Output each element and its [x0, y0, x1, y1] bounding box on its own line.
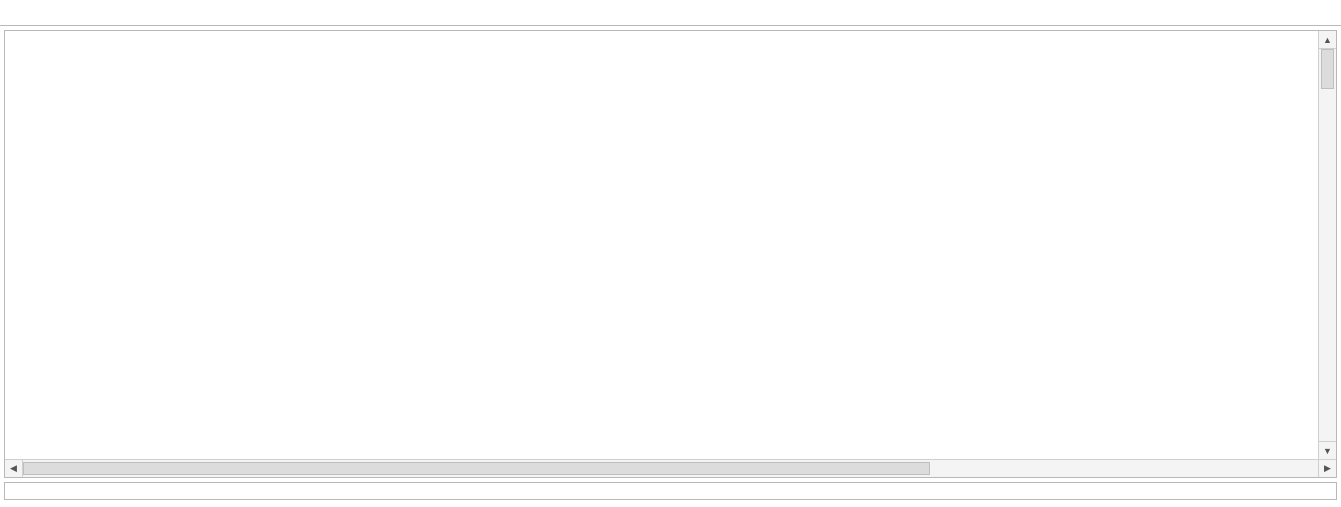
vscroll-track[interactable]: [1319, 49, 1336, 441]
chevron-right-icon: ▶: [1324, 463, 1331, 474]
scroll-down-button[interactable]: ▼: [1319, 441, 1336, 459]
horizontal-scrollbar[interactable]: ◀ ▶: [5, 459, 1336, 477]
vertical-scrollbar[interactable]: ▲ ▼: [1318, 31, 1336, 459]
scroll-left-button[interactable]: ◀: [5, 460, 23, 477]
grid-scroll-area: [5, 31, 1336, 461]
chevron-up-icon: ▲: [1323, 35, 1332, 45]
chevron-left-icon: ◀: [10, 463, 17, 474]
vscroll-thumb[interactable]: [1321, 49, 1334, 89]
bottom-tabstrip: [4, 482, 1337, 500]
chevron-down-icon: ▼: [1323, 446, 1332, 456]
hscroll-thumb[interactable]: [23, 462, 930, 475]
hscroll-track[interactable]: [23, 460, 1318, 477]
scroll-up-button[interactable]: ▲: [1319, 31, 1336, 49]
top-tabstrip: [0, 0, 1341, 26]
scroll-right-button[interactable]: ▶: [1318, 460, 1336, 477]
grid-container: ▲ ▼ ◀ ▶: [4, 30, 1337, 478]
